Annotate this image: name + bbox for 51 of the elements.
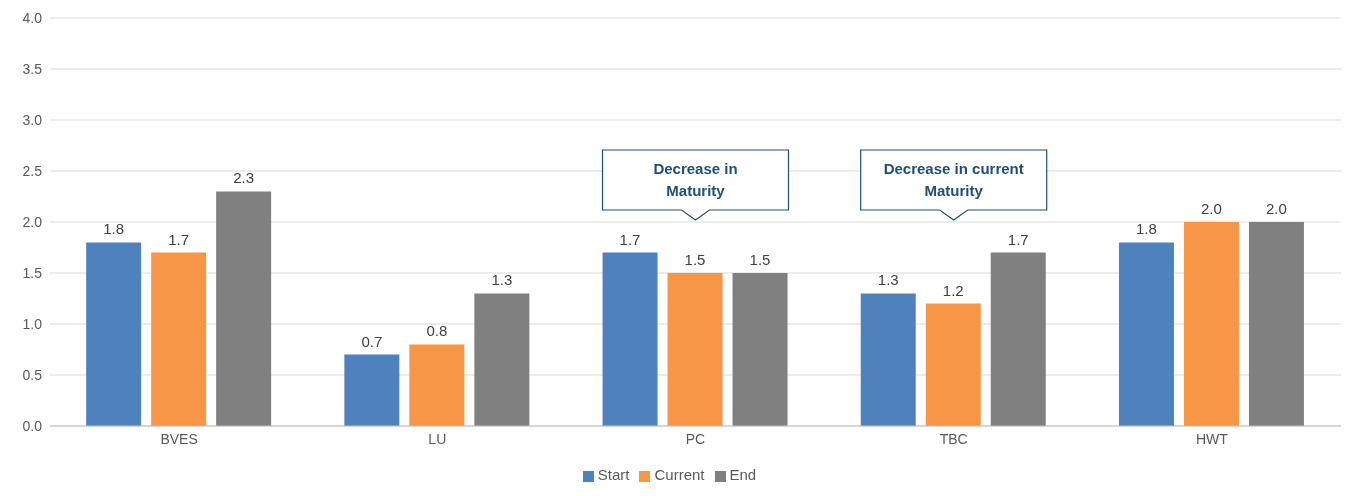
data-label: 1.7 xyxy=(619,230,641,248)
data-label: 1.3 xyxy=(491,271,513,289)
annotation: Decrease in current Maturity xyxy=(883,160,1024,199)
legend-label: Current xyxy=(654,466,705,483)
bar xyxy=(474,293,530,426)
data-label: 1.3 xyxy=(877,271,899,289)
callout-box: Decrease in current Maturity xyxy=(860,149,1048,221)
annotation: Decrease in Maturity xyxy=(653,160,738,199)
text: 0.5 xyxy=(22,366,42,383)
bar xyxy=(1183,222,1239,426)
x-tick-label: BVES xyxy=(160,430,198,447)
bar xyxy=(409,344,465,426)
x-tick-label: TBC xyxy=(939,430,968,447)
data-label: 1.7 xyxy=(1007,230,1029,248)
legend-label: Start xyxy=(597,466,630,483)
data-label: 2.3 xyxy=(233,169,255,187)
text: 0.0 xyxy=(22,417,42,434)
bar xyxy=(151,252,207,426)
text: 2.0 xyxy=(22,213,42,230)
data-label: 0.8 xyxy=(426,322,448,340)
legend-label: End xyxy=(729,466,757,483)
bar xyxy=(860,293,916,426)
data-label: 1.8 xyxy=(103,220,125,238)
data-label: 2.0 xyxy=(1201,200,1222,217)
bar xyxy=(732,273,788,426)
data-label: 0.7 xyxy=(361,332,383,350)
data-label: 1.2 xyxy=(942,281,964,299)
data-label: 1.8 xyxy=(1136,220,1157,238)
bar xyxy=(216,191,272,426)
x-tick-label: HWT xyxy=(1195,430,1229,447)
data-label: 1.5 xyxy=(749,251,771,268)
text: 1.0 xyxy=(22,315,42,332)
bar xyxy=(1118,242,1174,426)
bar xyxy=(344,354,400,426)
data-label: 2.0 xyxy=(1266,200,1287,217)
text: 1.5 xyxy=(22,264,42,281)
data-label: 1.5 xyxy=(684,251,706,268)
bar xyxy=(925,303,981,426)
callout-box: Decrease in Maturity xyxy=(601,149,790,221)
bar xyxy=(1248,222,1304,426)
bar xyxy=(667,273,723,426)
x-tick-label: PC xyxy=(685,430,706,447)
data-label: 1.7 xyxy=(168,230,190,248)
x-tick-label: LU xyxy=(428,430,447,447)
bar xyxy=(990,252,1046,426)
text: 3.0 xyxy=(22,111,42,128)
bar xyxy=(602,252,658,426)
bar xyxy=(86,242,142,426)
text: 2.5 xyxy=(22,162,42,179)
text: 3.5 xyxy=(22,60,42,77)
text: 4.0 xyxy=(22,9,42,26)
